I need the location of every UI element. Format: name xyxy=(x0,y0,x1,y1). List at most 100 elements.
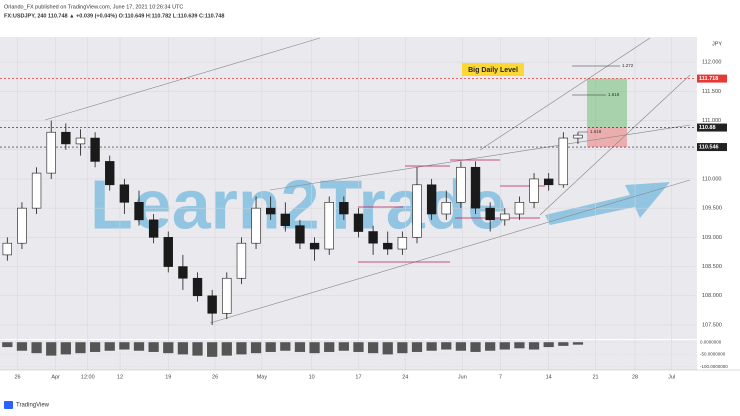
price-level-label: 111.718 xyxy=(699,76,718,82)
osc-bar xyxy=(250,342,262,354)
osc-tick-label: -50.0000000 xyxy=(700,352,726,357)
osc-bar xyxy=(455,342,467,351)
candle-body xyxy=(456,166,466,203)
x-tick-label: 26 xyxy=(212,374,218,380)
price-level-tag xyxy=(697,143,727,152)
candle-body xyxy=(207,295,217,314)
footer: TradingView xyxy=(16,403,50,409)
osc-bar xyxy=(426,342,437,351)
stop-zone xyxy=(587,127,627,148)
candle-body xyxy=(46,131,56,174)
x-tick-label: 21 xyxy=(592,374,598,380)
x-tick-label: 12:00 xyxy=(81,374,95,380)
candle-body xyxy=(148,219,159,238)
candle-body xyxy=(178,266,188,279)
osc-bar xyxy=(382,342,393,355)
osc-bar xyxy=(31,342,42,354)
osc-bar xyxy=(499,342,510,350)
osc-bar xyxy=(221,342,232,356)
y-tick-label: 107.500 xyxy=(702,322,722,328)
osc-bar xyxy=(177,342,189,355)
x-tick-label: 14 xyxy=(546,374,552,380)
price-level-label: 110.88 xyxy=(699,125,716,131)
osc-bar xyxy=(514,342,525,349)
candle-body xyxy=(529,178,539,203)
candle-body xyxy=(558,137,569,186)
osc-bar xyxy=(89,342,101,352)
osc-bar xyxy=(192,342,203,356)
currency-label: JPY xyxy=(712,41,722,47)
candle-body xyxy=(339,202,349,215)
osc-bar xyxy=(104,342,115,351)
candle-body xyxy=(2,242,13,256)
plot-area xyxy=(0,37,697,339)
osc-bar xyxy=(309,342,320,354)
y-tick-label: 111.500 xyxy=(702,89,721,95)
osc-bar xyxy=(75,342,86,354)
osc-bar xyxy=(60,342,71,355)
candle-body xyxy=(412,184,422,238)
candle-body xyxy=(236,242,247,279)
osc-bar xyxy=(397,342,408,354)
osc-bar xyxy=(338,342,349,351)
osc-bar xyxy=(558,342,569,346)
candle-body xyxy=(119,184,130,203)
candle-body xyxy=(309,242,320,250)
fib-label: 1.618 xyxy=(590,129,602,134)
candle-body xyxy=(31,172,42,209)
candle-body xyxy=(280,213,291,226)
fib-label: 1.272 xyxy=(622,63,634,68)
osc-bar xyxy=(148,342,159,352)
osc-bar xyxy=(367,342,379,354)
candle-body xyxy=(324,202,334,250)
x-tick-label: 28 xyxy=(632,374,638,380)
y-tick-label: 109.500 xyxy=(702,206,722,212)
level-marks xyxy=(358,159,545,263)
candle-body xyxy=(368,231,378,244)
candle-body xyxy=(573,134,583,139)
candle-body xyxy=(295,225,305,244)
chart-subtitle: FX:USDJPY, 240 110.748 ▲ +0.039 (+0.04%)… xyxy=(4,13,224,19)
x-tick-label: 24 xyxy=(402,374,408,380)
candle-body xyxy=(163,237,173,267)
x-tick-label: 17 xyxy=(355,374,361,380)
candle-body xyxy=(105,161,115,186)
candle-body xyxy=(543,178,554,186)
osc-bar xyxy=(441,342,452,350)
candle-body xyxy=(514,202,525,215)
osc-tick-label: -100.0000000 xyxy=(700,364,728,369)
osc-bar xyxy=(46,342,57,356)
candle-body xyxy=(485,207,495,221)
osc-bar xyxy=(207,342,218,357)
osc-bar xyxy=(411,342,423,352)
osc-bar xyxy=(485,342,496,351)
candle-body xyxy=(192,277,203,297)
x-tick-label: 26 xyxy=(14,374,20,380)
candle-body xyxy=(441,202,451,215)
osc-bar xyxy=(163,342,174,354)
price-level-tag xyxy=(697,74,727,83)
osc-bar xyxy=(280,342,291,351)
osc-tick-label: 0.0000000 xyxy=(700,339,722,344)
fib-label: 1.618 xyxy=(608,92,620,97)
candle-body xyxy=(353,213,364,232)
candle-body xyxy=(426,184,437,215)
y-tick-label: 112.000 xyxy=(702,60,721,66)
price-level-tag xyxy=(697,123,727,132)
osc-bar xyxy=(236,342,247,355)
x-tick-label: Apr xyxy=(51,374,60,380)
candle-body xyxy=(134,202,144,221)
osc-bar xyxy=(470,342,481,352)
x-tick-label: 7 xyxy=(499,374,502,380)
y-tick-label: 111.000 xyxy=(702,118,721,124)
candle-body xyxy=(61,131,71,145)
candle-body xyxy=(397,237,408,250)
candle-body xyxy=(265,207,276,215)
osc-bar xyxy=(119,342,130,350)
osc-bar xyxy=(543,342,554,348)
y-tick-label: 108.500 xyxy=(702,264,722,270)
footer-logo xyxy=(4,401,13,409)
x-tick-label: May xyxy=(257,374,268,380)
candle-body xyxy=(90,137,100,162)
